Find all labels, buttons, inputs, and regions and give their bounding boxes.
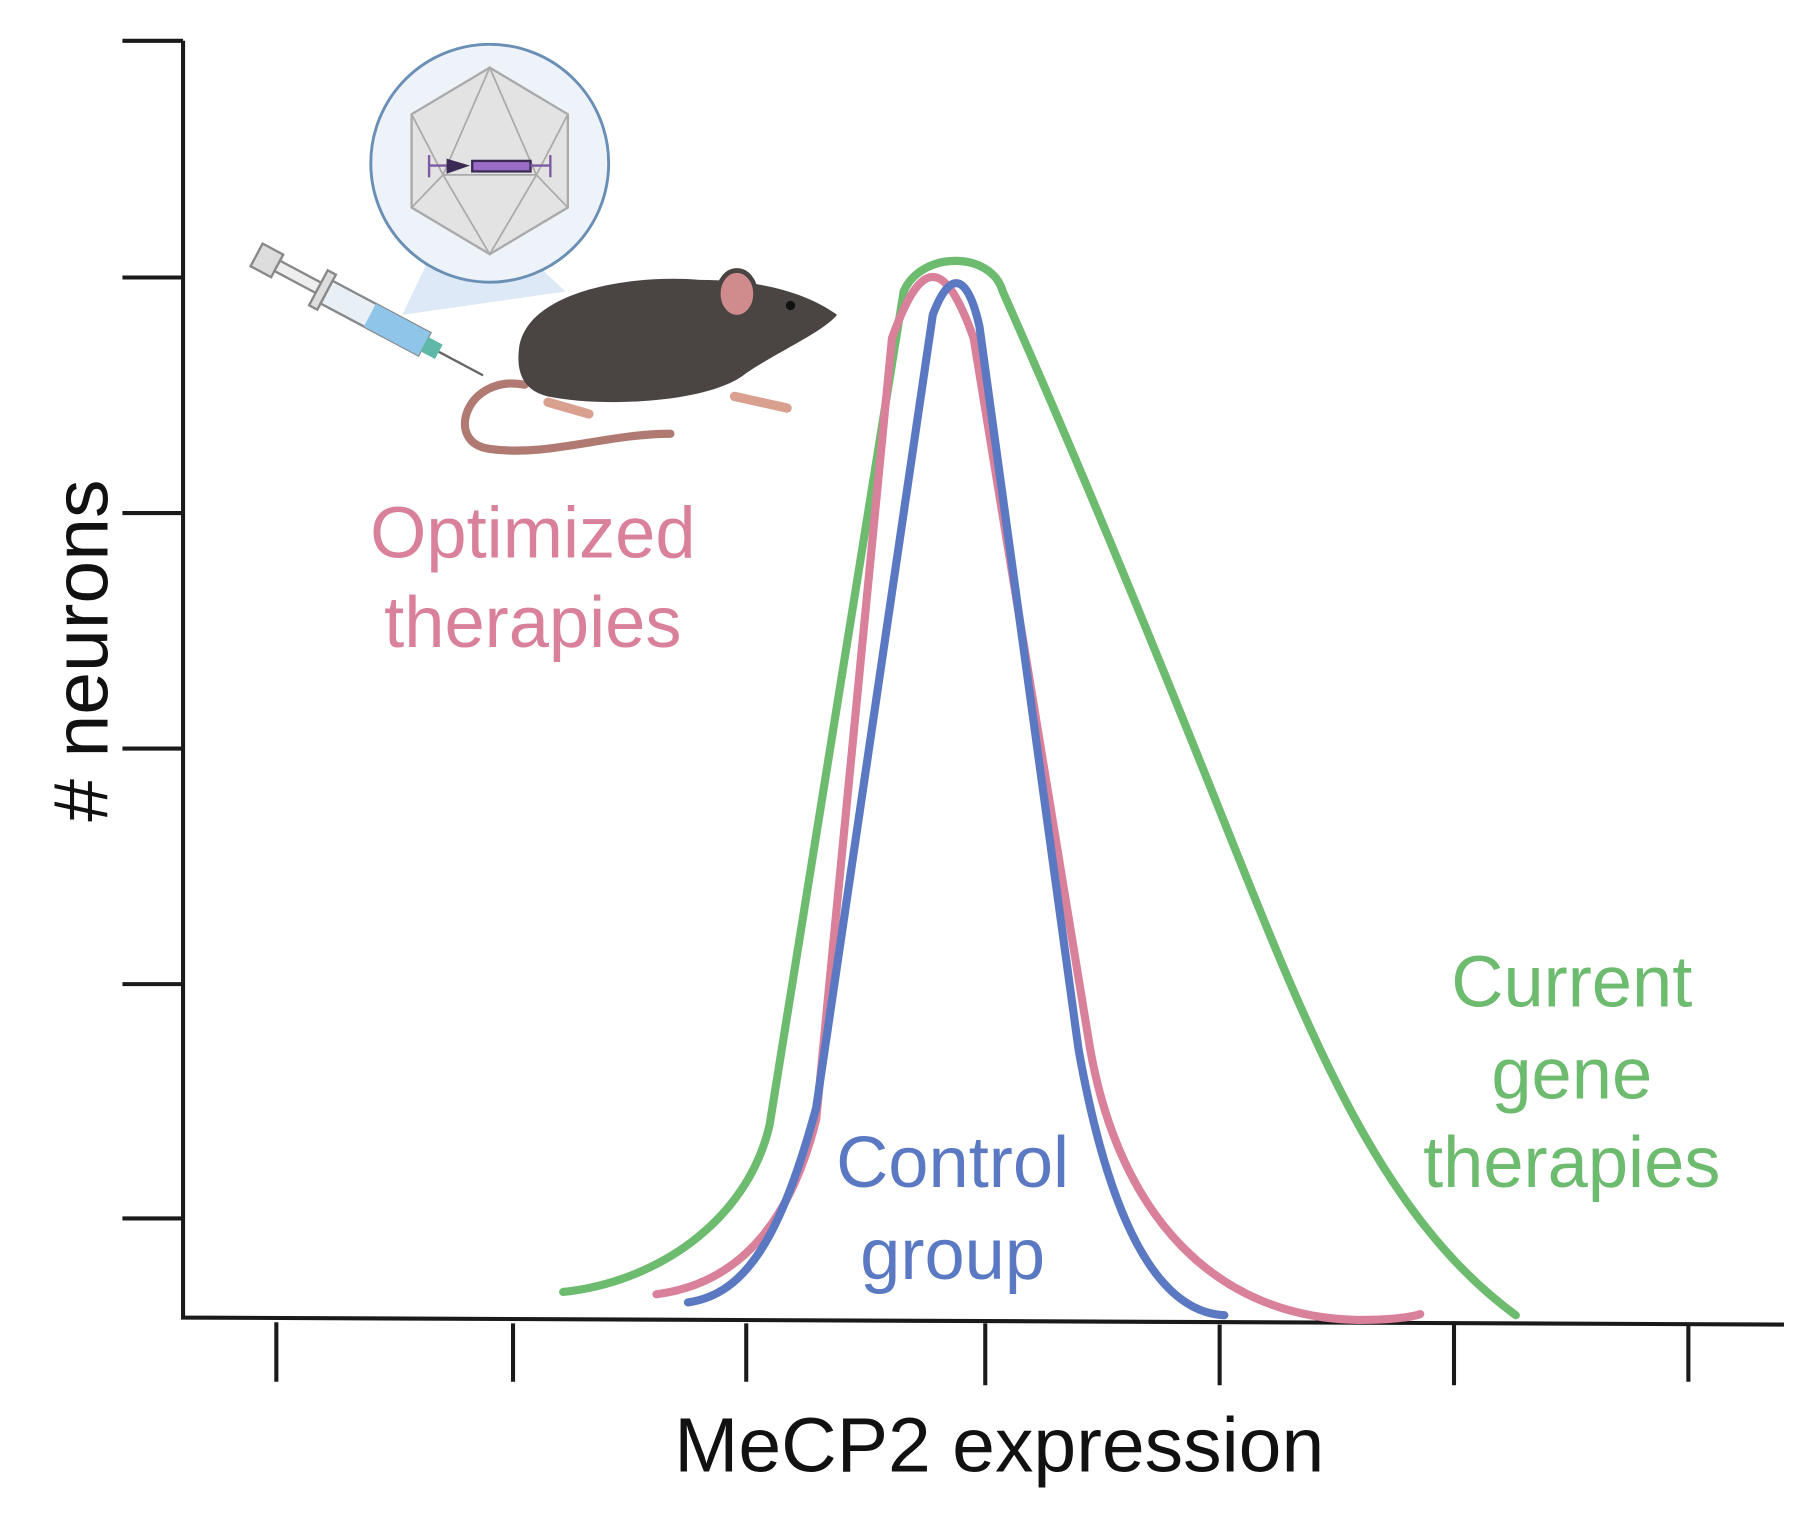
control-label-line: Control xyxy=(836,1123,1069,1203)
control-label-line: group xyxy=(860,1215,1045,1295)
current-label-line: therapies xyxy=(1423,1123,1720,1203)
x-ticks xyxy=(274,1322,1691,1386)
current-label-line: Current xyxy=(1451,942,1692,1022)
optimized-label-line: Optimized xyxy=(370,493,695,573)
y-ticks xyxy=(122,38,184,1221)
optimized-label-line: therapies xyxy=(384,583,681,663)
virus-icon xyxy=(369,42,611,315)
x-axis-label: MeCP2 expression xyxy=(674,1402,1324,1488)
current-label-line: gene xyxy=(1491,1034,1652,1114)
syringe-icon xyxy=(248,242,484,377)
y-axis-label: # neurons xyxy=(38,480,124,822)
control-curve xyxy=(683,279,1229,1320)
diagram-body: Optimized therapies Control group Curren… xyxy=(38,38,1784,1488)
axis-lines xyxy=(181,40,1784,1327)
axes xyxy=(122,38,1784,1386)
current-therapies-curve xyxy=(559,256,1520,1320)
mouse-icon xyxy=(460,268,838,455)
